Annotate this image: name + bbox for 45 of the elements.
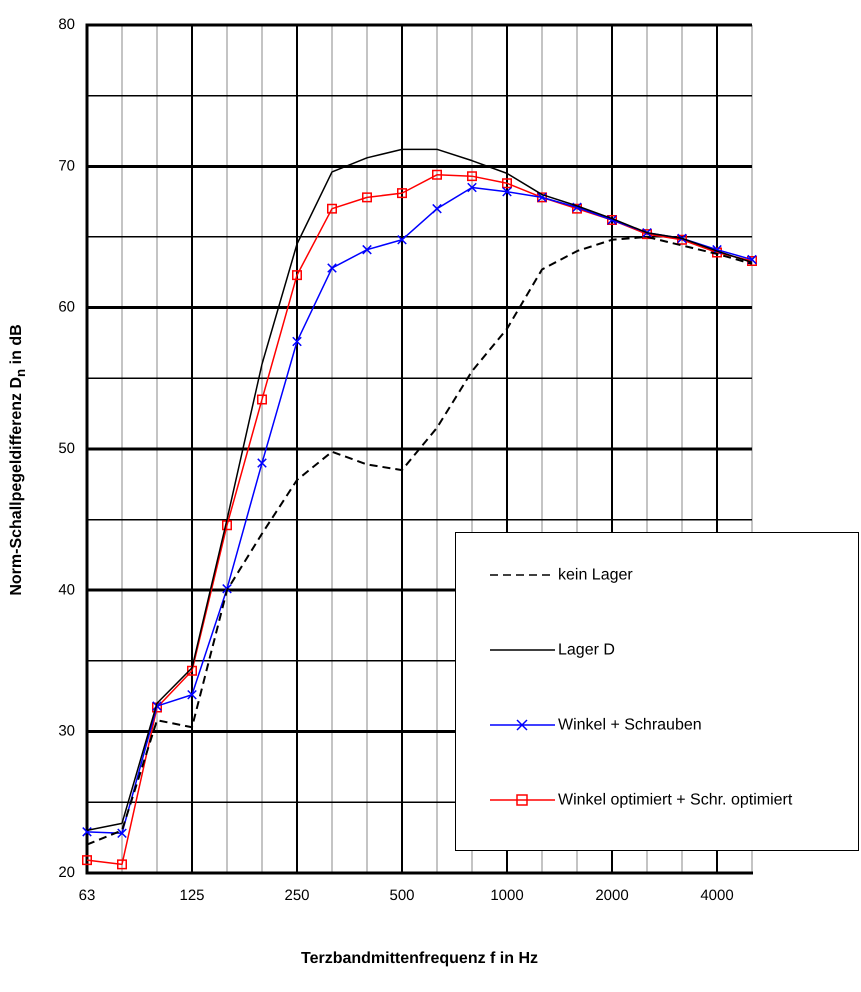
x-tick-label: 2000 [595, 886, 629, 904]
y-tick-label: 20 [58, 864, 75, 881]
legend-label: kein Lager [558, 566, 634, 584]
y-tick-label: 50 [58, 440, 75, 458]
point [82, 855, 92, 866]
point [257, 394, 267, 404]
point [327, 204, 337, 214]
x-tick-label: 1000 [490, 886, 524, 904]
point [222, 584, 232, 594]
y-tick-label: 30 [58, 722, 75, 740]
point [362, 192, 372, 202]
point [397, 188, 407, 198]
x-tick-label: 250 [284, 886, 310, 904]
point [502, 186, 512, 197]
point [432, 204, 442, 214]
y-tick-label: 80 [58, 16, 75, 34]
point [502, 178, 512, 188]
point [362, 244, 372, 255]
y-tick-label: 70 [58, 157, 75, 174]
x-tick-label: 125 [179, 886, 205, 904]
x-axis-title: Terzbandmittenfrequenz f in Hz [300, 950, 538, 967]
point [712, 248, 722, 258]
y-tick-label: 40 [58, 581, 75, 598]
point [712, 244, 722, 255]
point [467, 171, 477, 182]
point [187, 666, 197, 676]
point [467, 182, 477, 192]
point [187, 690, 197, 700]
point [397, 234, 407, 245]
point [222, 520, 232, 530]
point [117, 859, 127, 870]
point [82, 826, 92, 837]
point [117, 828, 127, 838]
legend-label: Winkel optimiert + Schr. optimiert [558, 791, 793, 808]
legend-label: Winkel + Schrauben [558, 716, 702, 734]
x-tick-label: 63 [78, 886, 96, 904]
y-tick-label: 60 [58, 298, 75, 316]
x-tick-label: 4000 [700, 886, 734, 904]
point [327, 263, 337, 274]
x-tick-label: 500 [389, 886, 415, 904]
point [257, 458, 267, 468]
point [432, 170, 442, 180]
legend-label: Lager D [558, 641, 615, 658]
point [292, 336, 302, 347]
point [292, 270, 302, 280]
